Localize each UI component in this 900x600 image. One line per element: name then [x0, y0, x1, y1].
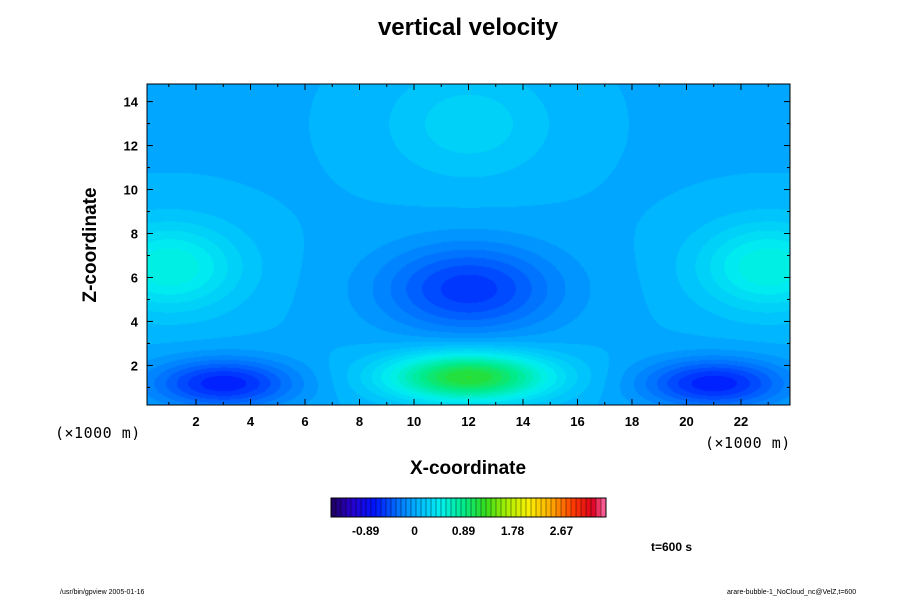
colorbar-tick-label: 0.89: [452, 524, 476, 538]
x-axis-label: X-coordinate: [409, 458, 527, 479]
x-tick-label: 2: [192, 414, 199, 429]
colorbar-swatch: [346, 498, 352, 517]
x-tick-label: 18: [625, 414, 639, 429]
colorbar-swatch: [416, 498, 422, 517]
colorbar-swatch: [501, 498, 507, 517]
time-label: t=600 s: [651, 540, 693, 554]
colorbar-swatch: [341, 498, 347, 517]
colorbar-swatch: [396, 498, 402, 517]
colorbar-swatch: [596, 498, 602, 517]
colorbar-swatch: [386, 498, 392, 517]
colorbar-swatch: [571, 498, 577, 517]
colorbar-swatch: [471, 498, 477, 517]
colorbar-swatch: [331, 498, 337, 517]
colorbar-swatch: [426, 498, 432, 517]
colorbar-swatch: [336, 498, 342, 517]
colorbar-swatch: [381, 498, 387, 517]
colorbar-swatch: [581, 498, 587, 517]
colorbar-tick-label: 2.67: [550, 524, 574, 538]
colorbar-swatch: [351, 498, 357, 517]
colorbar-swatch: [556, 498, 562, 517]
y-tick-label: 4: [131, 314, 139, 329]
colorbar-swatch: [446, 498, 452, 517]
colorbar-swatch: [441, 498, 447, 517]
colorbar-swatch: [481, 498, 487, 517]
chart-title: vertical velocity: [377, 14, 559, 41]
colorbar-swatch: [541, 498, 547, 517]
colorbar-swatch: [376, 498, 382, 517]
colorbar-swatch: [551, 498, 557, 517]
y-axis-unit: (×1000 m): [55, 424, 141, 442]
colorbar-tick-label: -0.89: [352, 524, 380, 538]
colorbar-swatch: [506, 498, 512, 517]
colorbar-swatch: [491, 498, 497, 517]
contour-image: [147, 84, 790, 405]
colorbar-swatch: [456, 498, 462, 517]
y-tick-label: 14: [124, 95, 139, 110]
colorbar-swatch: [436, 498, 442, 517]
x-tick-label: 10: [407, 414, 421, 429]
colorbar-swatch: [586, 498, 592, 517]
colorbar-swatch: [511, 498, 517, 517]
colorbar-swatch: [366, 498, 372, 517]
colorbar-swatch: [591, 498, 597, 517]
y-tick-label: 10: [124, 183, 138, 198]
colorbar-swatch: [466, 498, 472, 517]
y-tick-label: 2: [131, 358, 138, 373]
x-tick-label: 20: [679, 414, 693, 429]
colorbar-swatch: [531, 498, 537, 517]
colorbar-swatch: [516, 498, 522, 517]
x-axis-unit: (×1000 m): [705, 434, 791, 452]
colorbar-swatch: [431, 498, 437, 517]
colorbar-swatch: [421, 498, 427, 517]
x-tick-label: 16: [570, 414, 584, 429]
x-tick-label: 12: [461, 414, 475, 429]
colorbar-swatch: [476, 498, 482, 517]
colorbar-swatch: [521, 498, 527, 517]
colorbar-swatch: [356, 498, 362, 517]
footer-source: arare-bubble-1_NoCloud_nc@VelZ,t=600: [727, 589, 857, 596]
colorbar-swatch: [576, 498, 582, 517]
colorbar-ticks: -0.89 0 0.89 1.78 2.67: [352, 524, 573, 538]
y-tick-label: 12: [124, 139, 138, 154]
colorbar-swatch: [546, 498, 552, 517]
y-axis-ticks: 2 4 6 8 10 12 14: [124, 95, 790, 388]
colorbar-tick-label: 1.78: [501, 524, 525, 538]
colorbar-swatch: [561, 498, 567, 517]
footer-command: /usr/bin/gpview 2005-01-16: [60, 589, 145, 596]
x-tick-label: 14: [516, 414, 531, 429]
colorbar-swatch: [566, 498, 572, 517]
x-tick-label: 4: [247, 414, 255, 429]
colorbar-swatch: [406, 498, 412, 517]
y-tick-label: 8: [131, 227, 138, 242]
x-tick-label: 8: [356, 414, 363, 429]
colorbar-swatch: [451, 498, 457, 517]
colorbar-swatch: [486, 498, 492, 517]
colorbar: [330, 497, 607, 518]
x-tick-label: 22: [734, 414, 748, 429]
colorbar-swatch: [496, 498, 502, 517]
colorbar-swatch: [391, 498, 397, 517]
x-axis-ticks: 2 4 6 8 10 12 14 16 18 20 22: [168, 84, 769, 429]
colorbar-swatch: [411, 498, 417, 517]
colorbar-swatch: [371, 498, 377, 517]
colorbar-swatch: [461, 498, 467, 517]
colorbar-swatch: [536, 498, 542, 517]
colorbar-frame: [330, 497, 607, 518]
contour-field: [147, 84, 790, 405]
x-tick-label: 6: [301, 414, 308, 429]
colorbar-swatch: [526, 498, 532, 517]
colorbar-swatch: [601, 498, 607, 517]
y-tick-label: 6: [131, 270, 138, 285]
colorbar-tick-label: 0: [411, 524, 418, 538]
colorbar-swatch: [361, 498, 367, 517]
colorbar-swatch: [401, 498, 407, 517]
